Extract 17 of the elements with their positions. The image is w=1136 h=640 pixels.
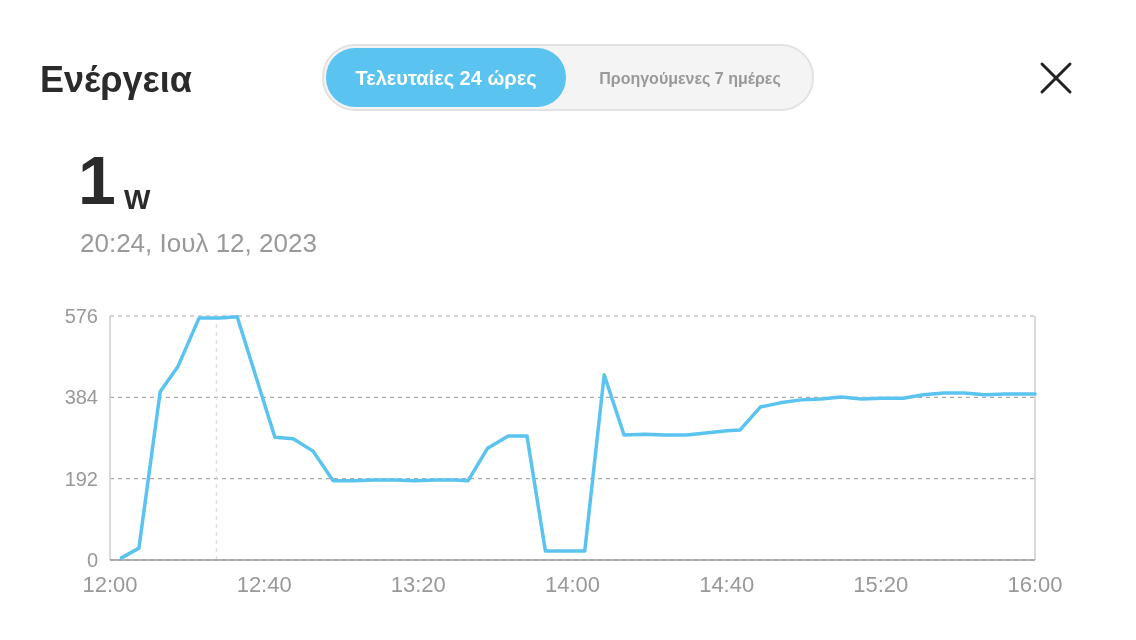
y-tick-label: 384 xyxy=(64,386,98,409)
x-tick-label: 12:00 xyxy=(82,572,138,597)
text: W xyxy=(124,184,151,215)
y-tick-label: 192 xyxy=(64,467,98,490)
x-tick-label: 13:20 xyxy=(390,572,446,597)
chart-subtitle: 20:24, Ιουλ 12, 2023 xyxy=(80,228,317,258)
chart-title: Ενέργεια xyxy=(40,59,192,100)
line-series xyxy=(119,315,1037,560)
text: 1 xyxy=(78,142,116,218)
x-tick-label: 14:40 xyxy=(699,572,755,597)
y-tick-label: 576 xyxy=(64,305,98,327)
x-tick-label: 15:20 xyxy=(853,572,909,597)
y-tick-label: 0 xyxy=(86,549,98,571)
segmented-control: Τελευταίες 24 ώρες Προηγούμενες 7 ημέρες xyxy=(322,44,814,111)
x-tick-label: 12:40 xyxy=(236,572,292,597)
x-tick-label: 14:00 xyxy=(544,572,601,597)
x-tick-label: 16:00 xyxy=(1007,572,1063,597)
